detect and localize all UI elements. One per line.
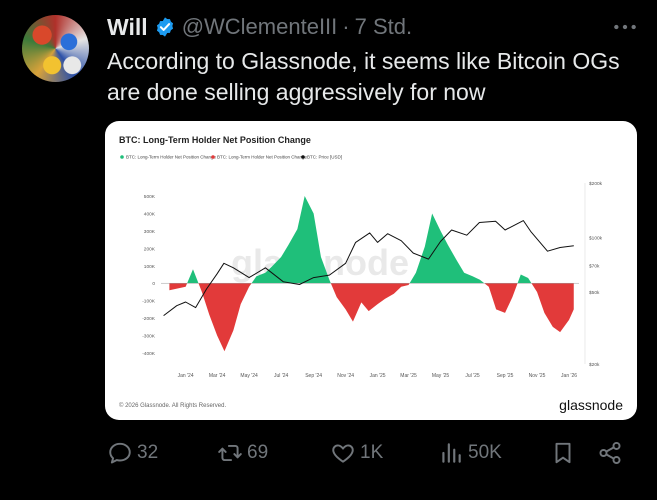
- x-tick-label: Jul '25: [465, 373, 480, 379]
- more-icon[interactable]: [612, 14, 638, 40]
- repost-count: 69: [247, 442, 269, 463]
- chart-title: BTC: Long-Term Holder Net Position Chang…: [119, 135, 311, 145]
- y-left-tick-label: 300K: [144, 229, 156, 235]
- reply-count: 32: [137, 442, 159, 463]
- y-left-tick-label: -400K: [142, 351, 156, 357]
- x-tick-label: Jan '25: [370, 373, 386, 379]
- action-bar: 32 69 1K 50K: [0, 435, 657, 471]
- y-left-tick-label: 200K: [144, 246, 156, 252]
- y-left-tick-label: 400K: [144, 211, 156, 217]
- x-tick-label: Sep '24: [305, 373, 322, 379]
- x-tick-label: May '24: [240, 373, 258, 379]
- y-left-tick-label: -100K: [142, 299, 156, 305]
- like-count: 1K: [360, 442, 384, 463]
- series-price-line: [163, 220, 574, 316]
- x-tick-label: Jan '24: [178, 373, 194, 379]
- chart: BTC: Long-Term Holder Net Position Chang…: [119, 135, 623, 413]
- tweet-header: Will @WClementeIII · 7 Std.: [107, 12, 412, 42]
- x-tick-label: Mar '25: [400, 373, 417, 379]
- reply-icon: [109, 442, 131, 464]
- views-button[interactable]: 50K: [438, 435, 502, 471]
- y-right-tick-label: $200k: [589, 181, 603, 187]
- legend-item-0: BTC: Long-Term Holder Net Position Chang…: [126, 155, 217, 160]
- views-count: 50K: [468, 442, 502, 463]
- chart-brand: glassnode: [559, 397, 623, 413]
- author-handle[interactable]: @WClementeIII: [181, 14, 338, 39]
- x-tick-label: Jan '26: [561, 373, 577, 379]
- bookmark-button[interactable]: [550, 435, 580, 471]
- legend-swatch-price: [301, 155, 305, 159]
- chart-legend: BTC: Long-Term Holder Net Position Chang…: [120, 155, 342, 160]
- reply-button[interactable]: 32: [107, 435, 158, 471]
- legend-item-1: BTC: Long-Term Holder Net Position Chang…: [217, 155, 308, 160]
- like-button[interactable]: 1K: [330, 435, 383, 471]
- plot-area: 500K 400K 300K 200K 100K 0 -100K -200K -300K -400…: [142, 181, 602, 379]
- x-tick-label: Mar '24: [209, 373, 226, 379]
- y-left-tick-label: 0: [152, 281, 155, 287]
- legend-swatch-positive: [120, 155, 124, 159]
- y-left-tick-label: 500K: [144, 194, 156, 200]
- timestamp[interactable]: 7 Std.: [354, 14, 413, 39]
- avatar[interactable]: [22, 15, 89, 82]
- chart-copyright: © 2026 Glassnode. All Rights Reserved.: [119, 402, 226, 409]
- tweet-image[interactable]: BTC: Long-Term Holder Net Position Chang…: [105, 121, 637, 420]
- x-tick-label: Jul '24: [274, 373, 289, 379]
- y-right-tick-label: $50k: [589, 290, 600, 296]
- author-name[interactable]: Will: [107, 13, 148, 40]
- verified-badge-icon: [156, 17, 173, 37]
- y-left-tick-label: -300K: [142, 334, 156, 340]
- tweet-text: According to Glassnode, it seems like Bi…: [107, 48, 620, 105]
- y-right-tick-label: $100k: [589, 235, 603, 241]
- share-button[interactable]: [597, 435, 627, 471]
- legend-swatch-negative: [211, 155, 215, 159]
- separator: ·: [342, 14, 350, 39]
- x-tick-label: Nov '24: [337, 373, 354, 379]
- bookmark-icon: [555, 442, 571, 464]
- legend-item-2: BTC: Price [USD]: [307, 155, 342, 160]
- x-tick-label: May '25: [432, 373, 450, 379]
- x-tick-label: Nov '25: [529, 373, 546, 379]
- x-tick-label: Sep '25: [497, 373, 514, 379]
- y-left-tick-label: 100K: [144, 264, 156, 270]
- y-right-tick-label: $70k: [589, 264, 600, 270]
- repost-icon: [218, 444, 242, 462]
- y-right-tick-label: $20k: [589, 362, 600, 368]
- share-icon: [599, 441, 621, 465]
- views-icon: [442, 443, 461, 463]
- repost-button[interactable]: 69: [217, 435, 268, 471]
- like-icon: [332, 444, 354, 463]
- series-negative-area: [169, 283, 574, 352]
- y-left-tick-label: -200K: [142, 316, 156, 322]
